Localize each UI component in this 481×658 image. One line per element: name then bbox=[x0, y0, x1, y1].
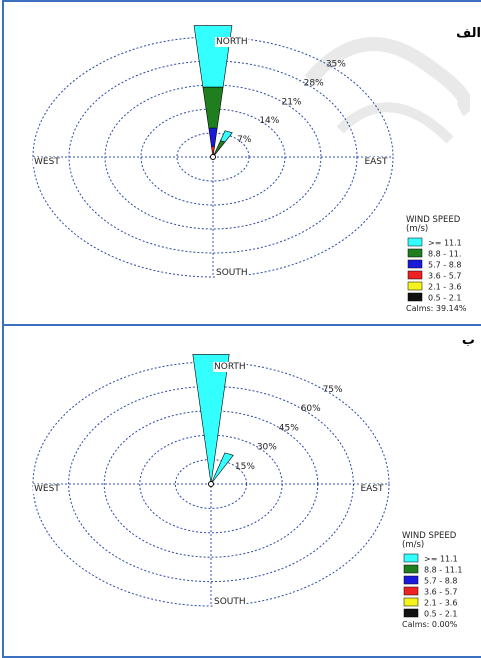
direction-label: NORTH bbox=[214, 362, 246, 372]
ring-label: 21% bbox=[281, 97, 301, 107]
legend-swatch bbox=[403, 575, 419, 585]
legend-item-label: 0.5 - 2.1 bbox=[424, 610, 457, 619]
legend-item-label: >= 11.1 bbox=[424, 555, 458, 564]
legend-unit: (m/s) bbox=[406, 224, 428, 234]
legend-item-label: 0.5 - 2.1 bbox=[428, 294, 461, 303]
legend-item-label: 8.8 - 11. bbox=[428, 250, 461, 259]
direction-label: NORTH bbox=[216, 37, 248, 47]
direction-label-bg bbox=[213, 597, 247, 607]
legend-title: WIND SPEED bbox=[402, 531, 457, 541]
legend-item-label: >= 11.1 bbox=[428, 239, 462, 248]
ring-label: 7% bbox=[237, 135, 252, 145]
direction-label-bg bbox=[33, 484, 62, 494]
legend-swatch bbox=[407, 248, 423, 258]
petal-segment bbox=[214, 140, 226, 155]
legend-item-label: 5.7 - 8.8 bbox=[424, 577, 457, 586]
legend-swatch bbox=[403, 608, 419, 618]
legend-item-label: 8.8 - 11.1 bbox=[424, 566, 463, 575]
direction-label-bg bbox=[359, 484, 386, 494]
ring-label: 28% bbox=[304, 78, 324, 88]
legend-title: WIND SPEED bbox=[406, 215, 461, 225]
legend-swatch bbox=[403, 597, 419, 607]
windrose-chart-b: 15%30%45%60%75% NORTH EAST SOUTH WEST WIND SP… bbox=[32, 354, 463, 629]
legend-swatch bbox=[403, 586, 419, 596]
legend: WIND SPEED(m/s)>= 11.1 8.8 - 11.1 5.7 - 8.… bbox=[402, 531, 463, 629]
legend-swatch bbox=[407, 281, 423, 291]
legend-item-label: 2.1 - 3.6 bbox=[428, 283, 461, 292]
ring-circle bbox=[68, 60, 358, 254]
petal-segment bbox=[202, 86, 224, 129]
ring-label: 14% bbox=[259, 116, 279, 126]
ring-label: 75% bbox=[323, 385, 343, 395]
center-point bbox=[210, 154, 216, 160]
petal-segment bbox=[220, 130, 233, 143]
direction-label: EAST bbox=[364, 157, 388, 167]
legend-unit: (m/s) bbox=[402, 540, 424, 550]
ring-label: 30% bbox=[257, 443, 277, 453]
direction-label: EAST bbox=[360, 484, 384, 494]
ring-circle bbox=[174, 459, 248, 509]
center-point bbox=[208, 481, 214, 487]
petal-segment bbox=[208, 127, 218, 148]
direction-label-bg bbox=[363, 157, 390, 167]
petal-segment bbox=[192, 354, 230, 485]
legend-item-label: 3.6 - 5.7 bbox=[424, 588, 457, 597]
ring-circle bbox=[176, 132, 250, 182]
legend-item-label: 5.7 - 8.8 bbox=[428, 261, 461, 270]
direction-label-bg bbox=[213, 362, 247, 372]
legend-swatch bbox=[407, 237, 423, 247]
legend-swatch bbox=[403, 553, 419, 563]
legend: WIND SPEED(m/s)>= 11.1 8.8 - 11. 5.7 - 8.8… bbox=[406, 215, 467, 313]
legend-swatch bbox=[403, 564, 419, 574]
legend-swatch bbox=[407, 270, 423, 280]
ring-circle bbox=[103, 410, 319, 558]
panel-label-a: الف bbox=[456, 26, 481, 41]
windrose-chart-a: 7% 14%21%28%35% NORTH EAST SOUTH WEST WIND SPE… bbox=[32, 25, 467, 313]
legend-item-label: 2.1 - 3.6 bbox=[424, 599, 457, 608]
direction-label-bg bbox=[33, 157, 62, 167]
legend-swatch bbox=[407, 259, 423, 269]
legend-swatch bbox=[407, 292, 423, 302]
ring-label: 60% bbox=[301, 404, 321, 414]
legend-item-label: 3.6 - 5.7 bbox=[428, 272, 461, 281]
ring-circle bbox=[104, 84, 322, 230]
direction-label: SOUTH bbox=[216, 268, 248, 278]
petals bbox=[192, 354, 234, 485]
windrose-panel-a: الف 7% 14% 21% 28% 35% NORTH EAST SOUTH WEST WIND… bbox=[2, 0, 481, 326]
ring-label: 15% bbox=[235, 462, 255, 472]
direction-label: WEST bbox=[34, 157, 60, 167]
legend-calms: Calms: 0.00% bbox=[402, 620, 458, 629]
direction-label-bg bbox=[215, 37, 249, 47]
direction-label-bg bbox=[215, 268, 249, 278]
direction-label: WEST bbox=[34, 484, 60, 494]
ring-label: 45% bbox=[279, 423, 299, 433]
ring-label: 35% bbox=[326, 59, 346, 69]
petal-segment bbox=[210, 452, 234, 485]
legend-calms: Calms: 39.14% bbox=[406, 304, 467, 313]
panel-label-b: ب bbox=[461, 333, 475, 348]
direction-label: SOUTH bbox=[214, 597, 246, 607]
petal-segment bbox=[193, 25, 233, 88]
windrose-panel-b: ب 15% 30% 45% 60% 75% NORTH EAST SOUTH WEST WIND … bbox=[2, 324, 481, 658]
